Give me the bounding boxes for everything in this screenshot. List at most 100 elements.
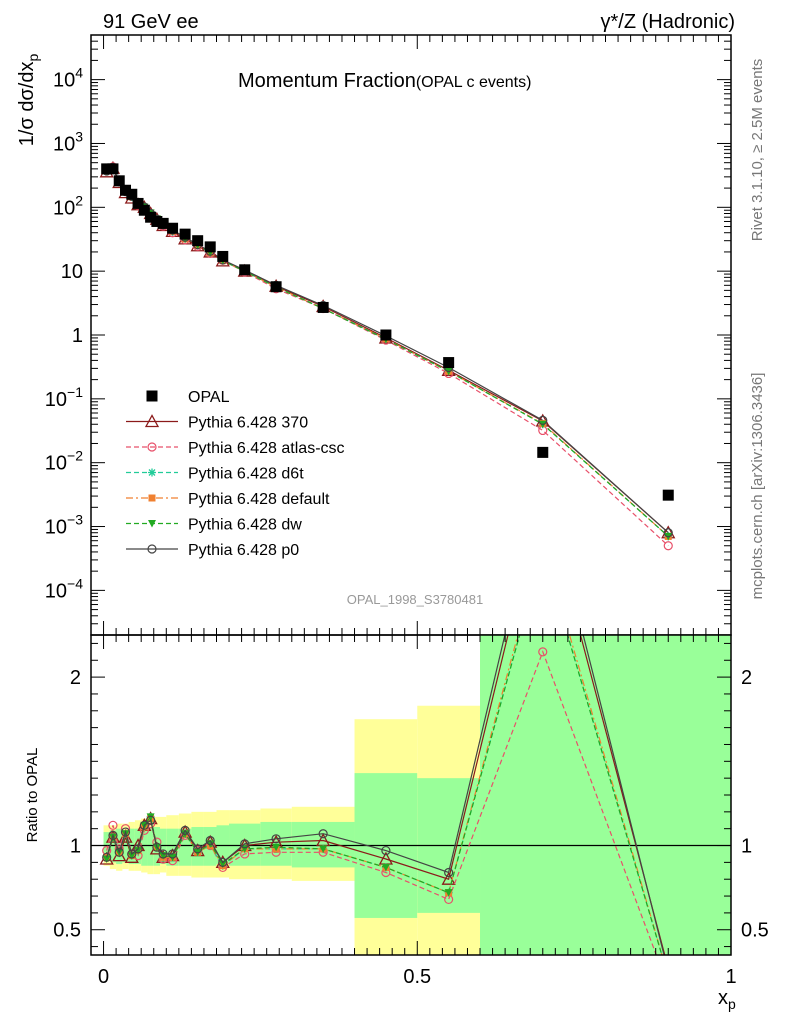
ratio-point-pythia-6-428-370: [537, 486, 549, 497]
legend-label: Pythia 6.428 dw: [188, 517, 302, 534]
main-line-pythia-6-428-dw: [106, 167, 669, 537]
ratio-point-pythia-6-428-p0: [240, 839, 250, 849]
uncertainty-band-inner: [480, 635, 731, 955]
svg-text:1/σ dσ/dxp: 1/σ dσ/dxp: [16, 54, 41, 147]
point-opal: [120, 184, 132, 196]
uncertainty-band-inner: [216, 825, 230, 865]
ratio-point-pythia-6-428-p0: [127, 849, 137, 859]
point-opal: [126, 188, 138, 200]
main-plot-frame: [90, 34, 732, 636]
legend-marker: [146, 390, 158, 402]
point-opal: [443, 357, 455, 369]
legend-marker: [144, 414, 160, 428]
ratio-y-tick-label: 1: [70, 836, 81, 858]
legend-entry: OPAL: [146, 389, 230, 406]
ratio-point-pythia-6-428-p0: [120, 827, 131, 837]
ratio-line-pythia-6-428-dw: [106, 635, 663, 955]
ratio-point-pythia-6-428-p0: [133, 844, 143, 854]
y-tick-label: 103: [53, 128, 83, 155]
point-opal: [217, 250, 229, 262]
ratio-point-pythia-6-428-p0: [158, 849, 168, 859]
point-pythia-6-428-atlas-csc: [663, 541, 673, 551]
ratio-point-pythia-6-428-dw: [218, 860, 227, 869]
ratio-point-pythia-6-428-p0: [167, 849, 178, 859]
uncertainty-band-inner: [128, 828, 135, 865]
ratio-line-pythia-6-428-default: [106, 635, 663, 955]
y-tick-label: 10: [61, 261, 83, 283]
legend-label: Pythia 6.428 p0: [188, 542, 299, 559]
y-tick-label: 10−4: [45, 575, 83, 602]
main-plot-panel: 10−4 10−3 10−2 10−1 1 10 102 103 104 Momentum Fr…: [45, 34, 732, 636]
ratio-y-tick-label: 2: [70, 667, 81, 689]
ratio-point-pythia-6-428-p0: [218, 857, 228, 867]
uncertainty-band-inner: [147, 827, 154, 866]
svg-text:xp: xp: [718, 987, 736, 1012]
rivet-side-label: Rivet 3.1.10, ≥ 2.5M events: [749, 59, 766, 242]
point-opal: [192, 235, 204, 247]
point-opal: [151, 215, 163, 227]
y-tick-label: 10−3: [45, 512, 83, 539]
ratio-point-pythia-6-428-dw: [127, 852, 136, 860]
point-opal: [113, 175, 125, 187]
legend-entry: Pythia 6.428 p0: [126, 542, 299, 559]
ratio-point-pythia-6-428-p0: [146, 815, 156, 825]
mcplots-side-label: mcplots.cern.ch [arXiv:1306.3436]: [749, 373, 766, 600]
ratio-point-pythia-6-428-p0: [539, 471, 547, 479]
ratio-point-pythia-6-428-p0: [152, 842, 162, 852]
ratio-point-pythia-6-428-dw: [134, 847, 143, 855]
ratio-point-pythia-6-428-atlas-csc: [664, 983, 672, 991]
main-y-axis-label: 1/σ dσ/dxp: [16, 54, 41, 147]
point-opal: [167, 222, 179, 234]
ratio-y-tick-label-right: 1: [741, 836, 752, 858]
point-opal: [380, 329, 392, 341]
ratio-point-pythia-6-428-dw: [102, 855, 111, 863]
point-opal: [204, 241, 216, 253]
ratio-point-pythia-6-428-d6t: [664, 973, 672, 981]
ratio-point-pythia-6-428-p0: [271, 834, 281, 844]
legend-marker: [147, 442, 157, 452]
main-line-pythia-6-428-atlas-csc: [106, 166, 669, 547]
legend-label: OPAL: [188, 389, 230, 406]
ratio-point-pythia-6-428-dw: [146, 813, 155, 821]
ratio-point-pythia-6-428-370: [441, 871, 456, 885]
x-tick-label: 0.5: [403, 966, 431, 988]
ratio-y-axis-label: Ratio to OPAL: [24, 748, 41, 843]
point-opal: [239, 264, 251, 276]
ratio-point-pythia-6-428-p0: [444, 867, 454, 878]
y-tick-label: 1: [72, 325, 83, 347]
ratio-y-tick-label: 0.5: [53, 920, 81, 942]
ratio-plot-panel: 0.5 0.5 1 1 2 2 0 0.5 1: [53, 471, 769, 991]
ratio-y-tick-label-right: 0.5: [741, 920, 769, 942]
y-tick-label: 102: [53, 192, 83, 219]
legend-entry: Pythia 6.428 370: [126, 414, 308, 432]
ratio-point-pythia-6-428-dw: [319, 845, 328, 853]
x-tick-label: 0: [98, 966, 109, 988]
ratio-point-pythia-6-428-atlas-csc: [108, 820, 118, 830]
uncertainty-band-inner: [116, 828, 123, 865]
point-pythia-6-428-p0: [538, 415, 548, 425]
legend-marker: [147, 544, 157, 554]
ratio-point-pythia-6-428-default: [539, 539, 546, 546]
ratio-point-pythia-6-428-p0: [114, 847, 124, 857]
ratio-point-pythia-6-428-p0: [205, 835, 215, 846]
ratio-point-pythia-6-428-p0: [664, 968, 672, 976]
uncertainty-band-inner: [141, 827, 148, 866]
point-opal: [132, 197, 144, 209]
ratio-point-pythia-6-428-p0: [108, 830, 118, 841]
legend-marker: [148, 468, 156, 477]
uncertainty-band-inner: [291, 821, 355, 868]
point-opal: [537, 446, 549, 458]
point-opal: [179, 228, 191, 240]
ratio-point-pythia-6-428-dw: [444, 889, 453, 897]
point-opal: [270, 281, 282, 293]
ratio-point-pythia-6-428-p0: [180, 825, 190, 835]
ratio-point-pythia-6-428-d6t: [539, 547, 547, 555]
ratio-point-pythia-6-428-p0: [318, 829, 328, 839]
ratio-point-pythia-6-428-dw: [664, 973, 672, 981]
ratio-point-pythia-6-428-p0: [139, 820, 149, 830]
legend-entry: Pythia 6.428 atlas-csc: [126, 440, 345, 457]
point-opal: [138, 204, 150, 216]
ratio-point-pythia-6-428-default: [665, 973, 672, 980]
main-title: Momentum Fraction(OPAL c events): [238, 70, 531, 92]
